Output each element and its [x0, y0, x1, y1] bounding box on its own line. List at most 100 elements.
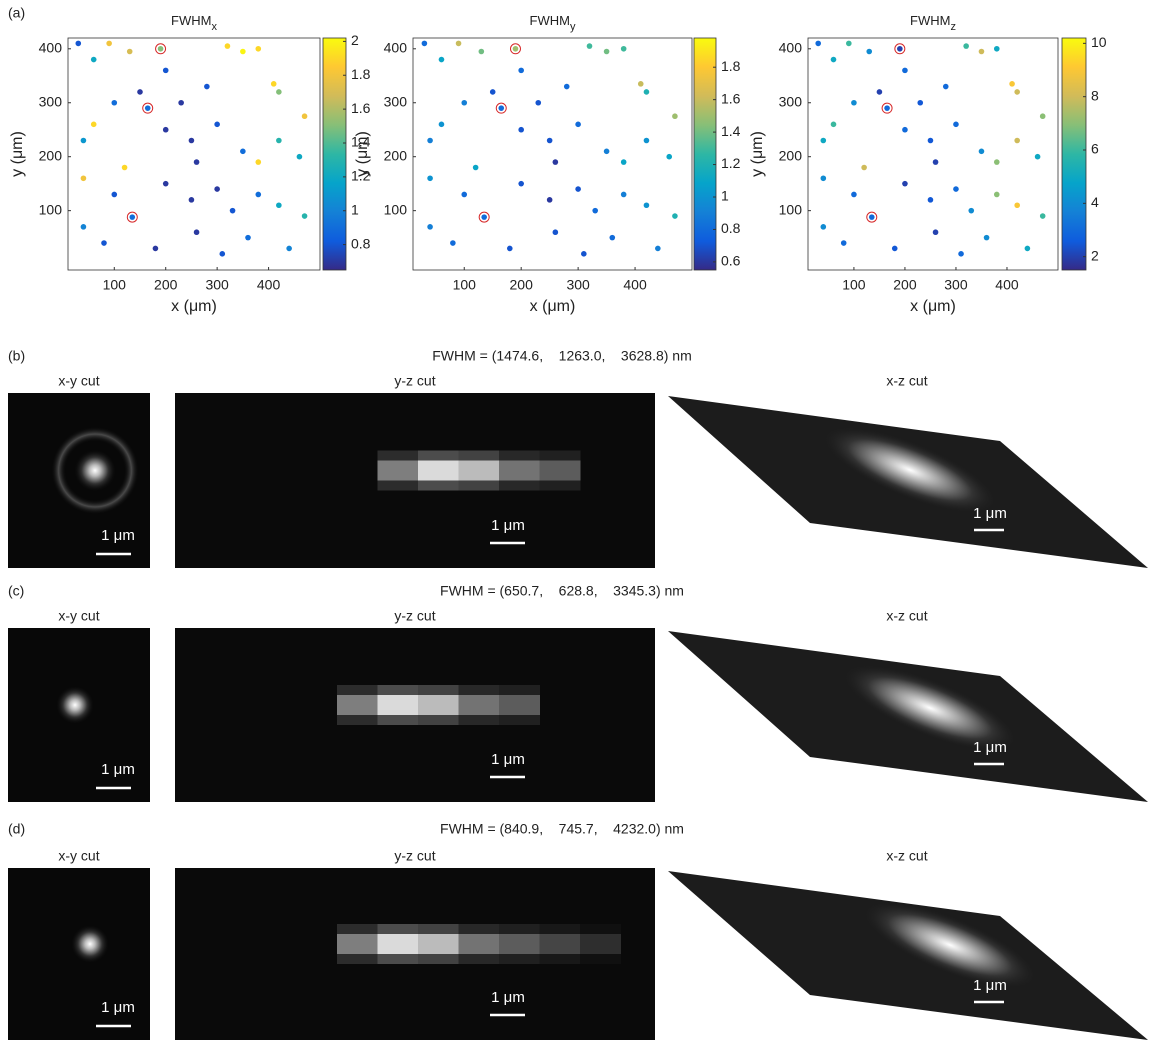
y-tick-label: 100: [779, 201, 803, 217]
y-tick-label: 400: [779, 39, 803, 55]
yz-pixel: [580, 924, 621, 934]
x-axis-label: x (μm): [171, 298, 217, 315]
scatter-point: [902, 126, 908, 133]
scatter-point: [245, 234, 251, 241]
yz-pixel: [458, 924, 500, 934]
scatter-point: [993, 45, 1000, 52]
cut-title: y-z cut: [394, 608, 435, 624]
scatter-point: [563, 83, 570, 90]
scatter-point: [162, 180, 169, 187]
scatter-point: [450, 240, 456, 246]
xz-glow: [841, 663, 1019, 753]
scatter-point: [111, 191, 118, 198]
highlight-circle: [126, 211, 138, 223]
colorbar-tick-label: 4: [1091, 194, 1099, 210]
title-text: FWHM: [171, 13, 211, 28]
x-tick-label: 100: [453, 277, 477, 293]
colorbar-tick-label: 0.8: [721, 220, 741, 236]
cut-title: x-y cut: [58, 373, 99, 389]
yz-pixel: [539, 954, 581, 964]
scatter-point: [255, 191, 262, 198]
yz-pixel: [539, 460, 581, 471]
yz-pixel: [418, 480, 459, 491]
yz-pixel: [418, 685, 459, 695]
colorbar-tick-label: 0.6: [721, 253, 741, 269]
scatter-point: [620, 191, 627, 198]
yz-pixel: [458, 480, 500, 491]
colorbar-tick-label: 6: [1091, 141, 1099, 157]
scatter-point: [1009, 81, 1015, 87]
scatter-point: [902, 180, 908, 187]
title-subscript: z: [950, 21, 956, 33]
y-tick-label: 200: [39, 147, 63, 163]
scatter-point: [518, 67, 524, 74]
xz-glow: [821, 425, 999, 515]
scatter-point: [603, 148, 610, 155]
colorbar: [1061, 37, 1087, 271]
yz-pixel: [458, 460, 500, 471]
colorbar-tick-label: 1.8: [351, 66, 371, 82]
scatter-point: [498, 105, 505, 111]
highlight-circle: [881, 102, 893, 114]
scatter-point: [958, 251, 964, 257]
plot-area: [67, 37, 321, 271]
yz-pixel: [539, 924, 581, 934]
scatter-point: [461, 191, 468, 198]
y-tick-label: 100: [39, 201, 63, 217]
scale-bar-label: 1 μm: [491, 751, 525, 768]
scatter-point: [129, 214, 136, 220]
yz-pixel: [377, 685, 419, 695]
scatter-point: [90, 56, 97, 63]
x-tick-label: 300: [566, 277, 590, 293]
cut-title: y-z cut: [394, 848, 435, 864]
scatter-point: [851, 191, 857, 198]
scatter-point: [427, 175, 433, 182]
yz-pixel: [499, 944, 540, 954]
scatter-point: [552, 159, 559, 165]
yz-pixel: [458, 715, 500, 725]
scale-bar-label: 1 μm: [101, 527, 135, 544]
yz-pixel: [377, 480, 419, 491]
yz-pixel: [458, 695, 500, 705]
colorbar-tick-label: 10: [1091, 34, 1107, 50]
scatter-point: [581, 251, 587, 257]
highlight-circle: [142, 102, 154, 114]
panel-label: (c): [8, 583, 24, 599]
colorbar-tick-label: 2: [1091, 247, 1099, 263]
y-axis-label: y (μm): [749, 131, 766, 177]
scatter-point: [80, 137, 87, 144]
yz-pixel: [418, 460, 459, 471]
plot-area: [412, 37, 693, 271]
scatter-point: [535, 99, 542, 106]
yz-pixel: [499, 685, 540, 695]
scatter-point: [643, 137, 650, 144]
chart-title: FWHMx: [171, 13, 217, 32]
scatter-point: [162, 67, 169, 74]
colorbar-tick-label: 1: [351, 201, 359, 217]
colorbar-tick-label: 1: [721, 188, 729, 204]
scatter-point: [655, 245, 661, 252]
scatter-point: [481, 214, 487, 220]
highlight-circle: [894, 43, 906, 55]
cut-title: x-y cut: [58, 608, 99, 624]
scatter-point: [472, 164, 479, 171]
scatter-point: [983, 234, 990, 241]
scatter-point: [204, 83, 210, 90]
x-tick-label: 300: [205, 277, 229, 293]
fwhm-text: FWHM = (650.7, 628.8, 3345.3) nm: [440, 583, 684, 599]
title-subscript: x: [211, 21, 217, 33]
y-axis-label: y (μm): [354, 131, 371, 177]
xy-spot: [73, 448, 117, 493]
x-tick-label: 100: [103, 277, 127, 293]
yz-pixel: [377, 944, 419, 954]
scatter-point: [1014, 137, 1020, 144]
scatter-point: [276, 89, 282, 95]
yz-pixel: [499, 470, 540, 481]
scatter-point: [552, 229, 559, 236]
scatter-point: [276, 202, 282, 209]
xy-spot: [70, 924, 110, 964]
yz-pixel: [377, 715, 419, 725]
x-tick-label: 400: [257, 277, 281, 293]
yz-pixel: [458, 450, 500, 461]
yz-pixel: [337, 954, 378, 964]
